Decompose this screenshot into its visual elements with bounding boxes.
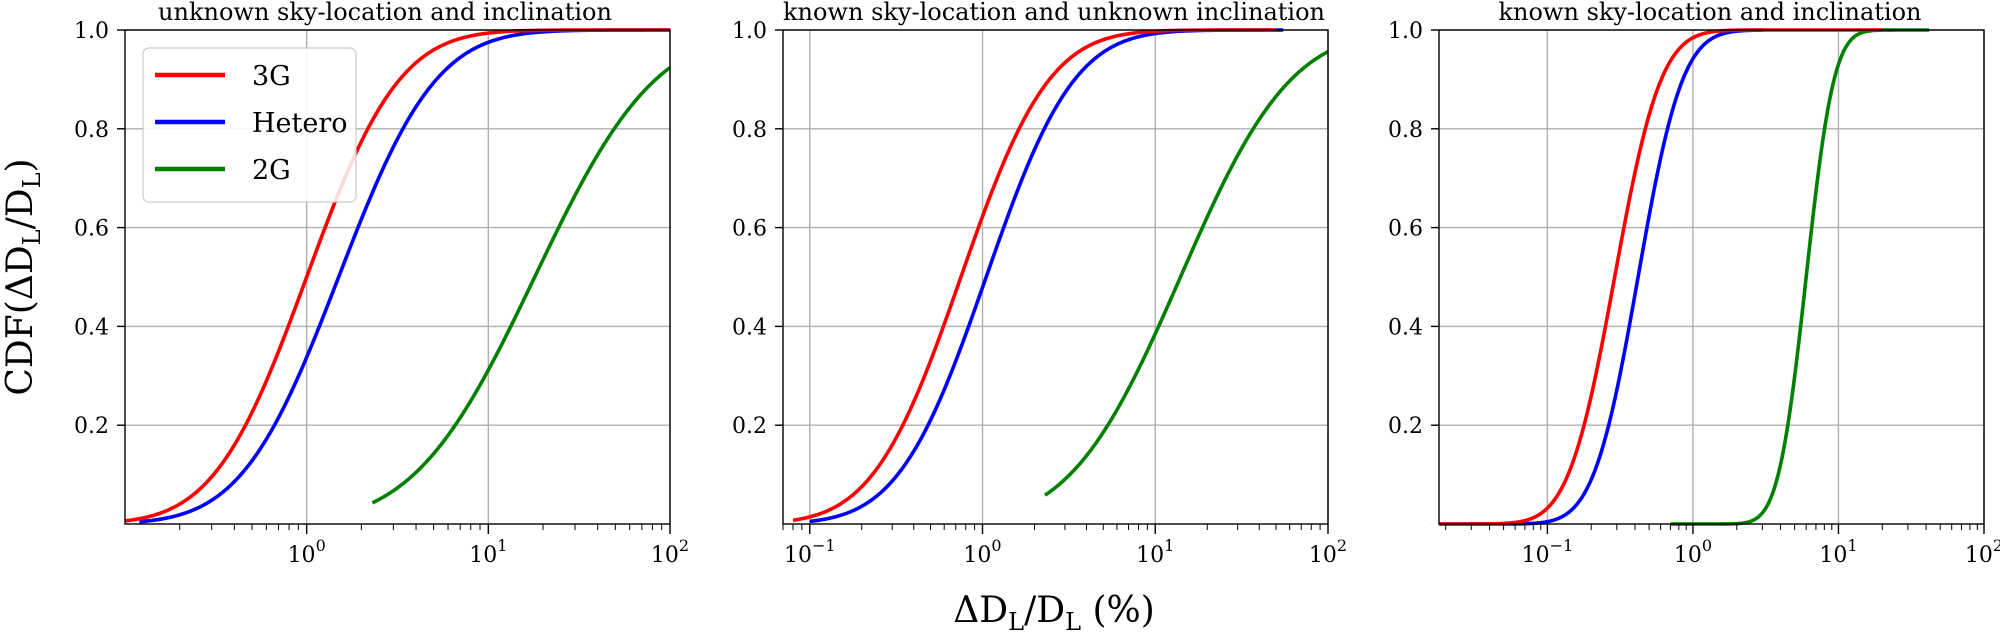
panel-known-sky-known-inclination: known sky-location and inclination 0.20.… <box>1388 0 2000 568</box>
x-tick-label: 101 <box>469 536 507 568</box>
panel-unknown-sky-unknown-inclination: unknown sky-location and inclination 0.2… <box>74 0 689 568</box>
tick-marks <box>1431 29 1985 534</box>
series-line-2g <box>371 66 672 505</box>
legend-box <box>142 47 357 203</box>
y-tick-label: 0.6 <box>74 217 109 242</box>
y-tick-label: 0.4 <box>732 315 767 340</box>
y-tick-label: 1.0 <box>732 19 767 44</box>
y-tick-label: 0.2 <box>1388 414 1423 439</box>
panel-title: known sky-location and unknown inclinati… <box>783 0 1325 26</box>
tick-labels: 0.2 0.4 0.6 0.8 1.0 100 101 102 <box>74 19 689 568</box>
x-tick-label: 100 <box>288 536 326 568</box>
grid-lines <box>1439 29 1985 524</box>
y-tick-label: 1.0 <box>74 19 109 44</box>
y-axis-label: CDF(ΔDL/DL) <box>0 158 46 395</box>
x-tick-label: 101 <box>1819 536 1857 568</box>
y-tick-label: 0.4 <box>1388 315 1423 340</box>
series-line-2g <box>1669 28 1930 526</box>
axes-frame <box>782 29 1329 525</box>
series-line-hetero <box>1438 28 1763 526</box>
series-line-2g <box>1043 50 1329 497</box>
x-tick-label: 102 <box>1309 536 1347 568</box>
x-tick-label: 100 <box>963 536 1001 568</box>
x-tick-label: 10−1 <box>1522 536 1574 568</box>
y-tick-label: 0.8 <box>1388 118 1423 143</box>
x-tick-label: 100 <box>1674 536 1712 568</box>
series-layer <box>1438 28 1930 526</box>
tick-labels: 0.2 0.4 0.6 0.8 1.0 10−1 100 101 102 <box>732 19 1347 568</box>
panel-title: known sky-location and inclination <box>1498 0 1921 26</box>
panel-known-sky-unknown-inclination: known sky-location and unknown inclinati… <box>732 0 1347 568</box>
legend-label: 3G <box>252 61 291 92</box>
x-tick-label: 10−1 <box>784 536 836 568</box>
y-tick-label: 0.8 <box>74 118 109 143</box>
panel-title: unknown sky-location and inclination <box>158 0 612 26</box>
grid-lines <box>783 29 1329 524</box>
series-layer <box>792 28 1329 524</box>
axes-frame <box>124 29 671 525</box>
x-axis-label: ΔDL/DL (%) <box>953 590 1155 633</box>
y-tick-label: 0.6 <box>732 217 767 242</box>
series-line-hetero <box>809 28 1284 524</box>
x-tick-label: 102 <box>1965 536 2000 568</box>
legend-label: Hetero <box>252 108 348 139</box>
y-tick-label: 0.2 <box>74 414 109 439</box>
y-tick-label: 0.6 <box>1388 217 1423 242</box>
series-line-3g <box>792 28 1276 523</box>
legend: 3G Hetero 2G <box>142 47 357 203</box>
x-tick-label: 102 <box>651 536 689 568</box>
y-tick-label: 1.0 <box>1388 19 1423 44</box>
y-tick-label: 0.2 <box>732 414 767 439</box>
y-tick-label: 0.8 <box>732 118 767 143</box>
tick-marks <box>775 29 1329 534</box>
tick-labels: 0.2 0.4 0.6 0.8 1.0 10−1 100 101 102 <box>1388 19 2000 568</box>
legend-label: 2G <box>252 155 291 186</box>
x-tick-label: 101 <box>1136 536 1174 568</box>
y-tick-label: 0.4 <box>74 315 109 340</box>
tick-marks <box>117 29 671 534</box>
axes-frame <box>1438 29 1985 525</box>
series-line-3g <box>1438 28 1883 526</box>
